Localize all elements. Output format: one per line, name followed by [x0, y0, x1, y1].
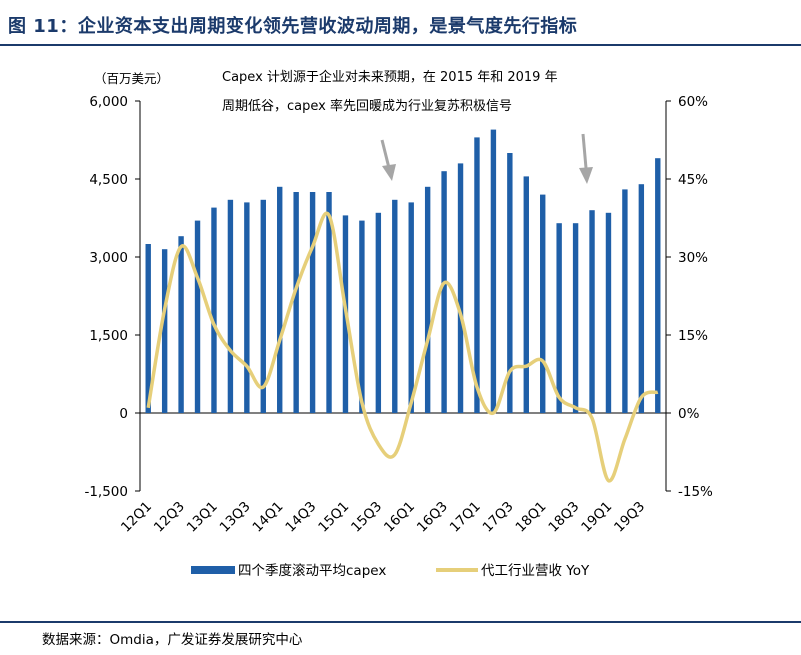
- capex-bar: [589, 210, 595, 413]
- x-axis-tick-label: 14Q1: [249, 499, 286, 536]
- capex-bar: [161, 249, 168, 413]
- left-axis-tick-label: 1,500: [89, 328, 128, 344]
- x-axis-tick-label: 12Q1: [118, 499, 155, 536]
- capex-bar: [622, 189, 628, 413]
- left-axis-unit-label: （百万美元）: [94, 71, 169, 86]
- annotation-layer: （百万美元） Capex 计划源于企业对未来预期，在 2015 年和 2019 …: [94, 69, 593, 184]
- capex-bar: [424, 186, 431, 413]
- revenue-yoy-line: [146, 211, 659, 483]
- right-axis-tick-label: 45%: [678, 172, 708, 188]
- revenue-yoy-line-layer: [146, 211, 659, 483]
- title-divider: [0, 44, 801, 46]
- capex-bar: [523, 176, 529, 413]
- capex-bar: [605, 212, 612, 413]
- capex-bar: [145, 244, 151, 413]
- right-axis-tick-label: 60%: [678, 94, 708, 110]
- right-axis-tick-label: 30%: [678, 250, 708, 266]
- capex-bar: [326, 192, 332, 413]
- capex-bar: [211, 207, 217, 413]
- left-axis-tick-label: -1,500: [84, 484, 128, 500]
- x-axis-tick-label: 13Q1: [184, 499, 221, 536]
- left-axis-tick-label: 0: [119, 406, 128, 422]
- axes-layer: [135, 100, 671, 492]
- capex-bar: [441, 171, 447, 413]
- capex-bar: [309, 192, 316, 413]
- capex-bar: [507, 153, 513, 413]
- capex-bar: [572, 223, 579, 413]
- x-axis-tick-label: 18Q1: [512, 499, 549, 536]
- x-axis-tick-label: 17Q1: [447, 499, 484, 536]
- capex-bar: [457, 163, 464, 413]
- legend-label-yoy: 代工行业营收 YoY: [481, 563, 590, 579]
- annotation-arrow-2015: [380, 139, 396, 181]
- x-axis-tick-label: 19Q1: [578, 499, 615, 536]
- right-axis-tick-label: -15%: [678, 484, 713, 500]
- capex-bar: [474, 137, 480, 413]
- capex-bar: [392, 199, 398, 413]
- capex-bar: [408, 202, 414, 413]
- x-axis-tick-label: 15Q1: [315, 499, 352, 536]
- capex-bar: [194, 220, 201, 413]
- x-axis-tick-label: 16Q3: [414, 499, 451, 536]
- x-axis-tick-label: 18Q3: [545, 499, 582, 536]
- left-axis-tick-label: 6,000: [89, 94, 128, 110]
- legend-swatch-capex: [191, 566, 235, 574]
- capex-bar: [375, 212, 382, 413]
- source-divider: [0, 621, 801, 623]
- capex-bar: [655, 158, 661, 413]
- x-axis-tick-label: 19Q3: [611, 499, 648, 536]
- right-axis-tick-label: 0%: [678, 406, 700, 422]
- legend-label-capex: 四个季度滚动平均capex: [238, 562, 386, 579]
- annotation-arrow-2019: [579, 133, 593, 184]
- x-axis-tick-label: 15Q3: [348, 499, 385, 536]
- legend: 四个季度滚动平均capex 代工行业营收 YoY: [191, 562, 590, 579]
- capex-bar: [490, 129, 497, 413]
- capex-bar: [244, 202, 250, 413]
- capex-bars: [145, 129, 661, 413]
- figure-title: 图 11：企业资本支出周期变化领先营收波动周期，是景气度先行指标: [8, 16, 578, 37]
- x-axis-tick-label: 14Q3: [282, 499, 319, 536]
- source-note: 数据来源：Omdia，广发证券发展研究中心: [42, 632, 303, 648]
- x-axis-tick-label: 17Q3: [480, 499, 517, 536]
- capex-bar: [178, 236, 184, 413]
- x-axis-tick-label: 13Q3: [217, 499, 254, 536]
- capex-bar: [227, 199, 234, 413]
- x-axis-tick-label: 16Q1: [381, 499, 418, 536]
- x-axis-tick-label: 12Q3: [151, 499, 188, 536]
- capex-bar: [260, 199, 266, 413]
- capex-bar: [359, 220, 365, 413]
- right-axis-tick-label: 15%: [678, 328, 708, 344]
- capex-bar: [540, 194, 546, 413]
- capex-bar: [638, 184, 645, 413]
- left-axis-tick-label: 4,500: [89, 172, 128, 188]
- annotation-line-1: Capex 计划源于企业对未来预期，在 2015 年和 2019 年: [222, 69, 558, 85]
- capex-bar: [293, 192, 299, 413]
- capex-bar: [556, 223, 562, 413]
- annotation-line-2: 周期低谷，capex 率先回暖成为行业复苏积极信号: [222, 98, 512, 114]
- capex-bar: [277, 186, 283, 413]
- left-axis-tick-label: 3,000: [89, 250, 128, 266]
